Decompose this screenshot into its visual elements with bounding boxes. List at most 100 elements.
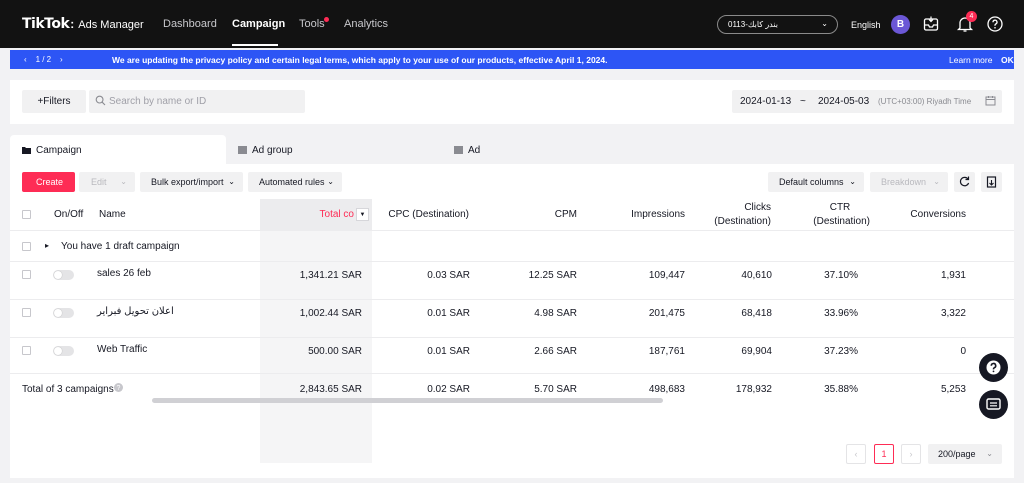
horizontal-scrollbar[interactable] [152, 398, 663, 403]
col-conversions[interactable]: Conversions [910, 209, 966, 220]
col-clicks-line2: (Destination) [714, 216, 771, 227]
chevron-down-icon: ⌄ [821, 19, 828, 28]
total-cost-cell: 1,341.21 SAR [299, 270, 362, 281]
export-icon[interactable] [981, 172, 1002, 192]
ctr-cell: 33.96% [824, 308, 858, 319]
row-checkbox[interactable] [22, 242, 31, 251]
col-ctr-line1[interactable]: CTR [829, 202, 851, 213]
draft-campaign-row[interactable]: ▸ You have 1 draft campaign [10, 231, 1014, 262]
refresh-icon[interactable] [954, 172, 975, 192]
draft-campaign-text[interactable]: You have 1 draft campaign [61, 241, 180, 252]
nav-active-indicator [232, 44, 278, 46]
tab-campaign[interactable]: Campaign [10, 135, 226, 164]
cpm-cell: 12.25 SAR [528, 270, 577, 281]
col-clicks-line1[interactable]: Clicks [744, 202, 771, 213]
nav-tools[interactable]: Tools [299, 18, 325, 30]
chevron-left-icon[interactable]: ‹ [24, 55, 27, 64]
campaign-toggle[interactable] [53, 270, 74, 280]
table-toolbar: Create Edit ⌄ Bulk export/import ⌄ Automat… [10, 171, 1014, 193]
campaign-panel: Campaign Ad group Ad Create Edit ⌄ Bulk e… [10, 135, 1014, 478]
prev-page-button[interactable]: ‹ [846, 444, 866, 464]
tools-new-dot [324, 17, 329, 22]
automated-rules-button[interactable]: Automated rules ⌄ [248, 172, 342, 192]
filters-button[interactable]: +Filters [22, 90, 86, 113]
select-all-checkbox[interactable] [22, 210, 31, 219]
ad-group-icon [238, 146, 247, 154]
folder-icon [22, 146, 31, 154]
help-icon[interactable] [986, 15, 1006, 35]
brand-separator-glyph: : [70, 17, 75, 31]
chevron-down-icon: ⌄ [120, 177, 127, 186]
campaign-name[interactable]: Web Traffic [97, 344, 148, 355]
col-impressions[interactable]: Impressions [631, 209, 685, 220]
learn-more-link[interactable]: Learn more [949, 55, 993, 65]
search-box [89, 90, 305, 113]
edit-label: Edit [91, 177, 107, 187]
default-columns-button[interactable]: Default columns ⌄ [768, 172, 864, 192]
chat-fab-icon[interactable] [979, 390, 1008, 419]
account-selector[interactable]: 0113-بندر كابك ⌄ [717, 15, 838, 34]
tiktok-ads-manager-logo[interactable]: TikTok : Ads Manager [22, 16, 144, 32]
col-total-cost[interactable]: Total co [319, 209, 354, 220]
row-checkbox[interactable] [22, 346, 31, 355]
account-name: 0113-بندر كابك [728, 20, 779, 29]
banner-pager: ‹ 1 / 2 › [24, 55, 63, 64]
caret-right-icon[interactable]: ▸ [45, 241, 50, 250]
table-row[interactable]: اعلان تحويل فبراير 1,002.44 SAR 0.01 SAR… [10, 300, 1014, 338]
tab-campaign-label: Campaign [36, 145, 82, 156]
cpm-cell: 4.98 SAR [534, 308, 577, 319]
cpc-total: 0.02 SAR [427, 384, 470, 395]
ctr-total: 35.88% [824, 384, 858, 395]
nav-analytics[interactable]: Analytics [344, 18, 389, 30]
col-name[interactable]: Name [99, 209, 126, 220]
cpc-cell: 0.01 SAR [427, 346, 470, 357]
bulk-export-import-button[interactable]: Bulk export/import ⌄ [140, 172, 243, 192]
banner-ok-button[interactable]: OK [1001, 55, 1014, 65]
col-cpm[interactable]: CPM [554, 209, 577, 220]
next-page-button[interactable]: › [901, 444, 921, 464]
language-selector[interactable]: English [851, 20, 881, 30]
clicks-cell: 68,418 [741, 308, 772, 319]
tab-ad-group-label: Ad group [252, 145, 293, 156]
search-input[interactable] [109, 90, 299, 113]
info-icon[interactable]: ? [114, 383, 123, 395]
breakdown-label: Breakdown [881, 177, 927, 187]
banner-page-indicator: 1 / 2 [35, 55, 52, 64]
date-range-picker[interactable]: 2024-01-13 ~ 2024-05-03 (UTC+03:00) Riya… [732, 90, 1002, 113]
sort-caret-icon[interactable]: ▼ [356, 208, 369, 221]
automated-label: Automated rules [259, 177, 325, 187]
col-cpc[interactable]: CPC (Destination) [388, 209, 469, 220]
impressions-cell: 109,447 [648, 270, 685, 281]
page-number-button[interactable]: 1 [874, 444, 894, 464]
campaign-name[interactable]: اعلان تحويل فبراير [97, 306, 174, 317]
tab-ad-group[interactable]: Ad group [238, 135, 438, 164]
cpc-cell: 0.03 SAR [427, 270, 470, 281]
notification-badge: 4 [966, 11, 977, 22]
campaign-toggle[interactable] [53, 308, 74, 318]
nav-campaign[interactable]: Campaign [232, 18, 286, 30]
help-fab-icon[interactable] [979, 353, 1008, 382]
inbox-icon[interactable] [922, 15, 942, 35]
table-row[interactable]: Web Traffic 500.00 SAR 0.01 SAR 2.66 SAR… [10, 338, 1014, 374]
breakdown-button[interactable]: Breakdown ⌄ [870, 172, 948, 192]
sorted-column-header-bg [260, 199, 372, 230]
table-row[interactable]: sales 26 feb 1,341.21 SAR 0.03 SAR 12.25… [10, 262, 1014, 300]
campaign-toggle[interactable] [53, 346, 74, 356]
page-size-select[interactable]: 200/page ⌄ [928, 444, 1002, 464]
page-size-value: 200/page [938, 449, 976, 459]
clicks-total: 178,932 [735, 384, 772, 395]
campaign-name[interactable]: sales 26 feb [97, 268, 151, 279]
edit-button[interactable]: Edit ⌄ [79, 172, 135, 192]
chevron-right-icon[interactable]: › [60, 55, 63, 64]
banner-message: We are updating the privacy policy and c… [112, 55, 608, 65]
row-checkbox[interactable] [22, 270, 31, 279]
total-cost-total: 2,843.65 SAR [299, 384, 362, 395]
date-end: 2024-05-03 [818, 96, 870, 107]
avatar[interactable]: B [891, 15, 910, 34]
create-button[interactable]: Create [22, 172, 75, 192]
tab-ad[interactable]: Ad [454, 135, 654, 164]
chevron-down-icon: ⌄ [327, 177, 334, 186]
tab-ad-label: Ad [468, 145, 481, 156]
row-checkbox[interactable] [22, 308, 31, 317]
nav-dashboard[interactable]: Dashboard [163, 18, 217, 30]
